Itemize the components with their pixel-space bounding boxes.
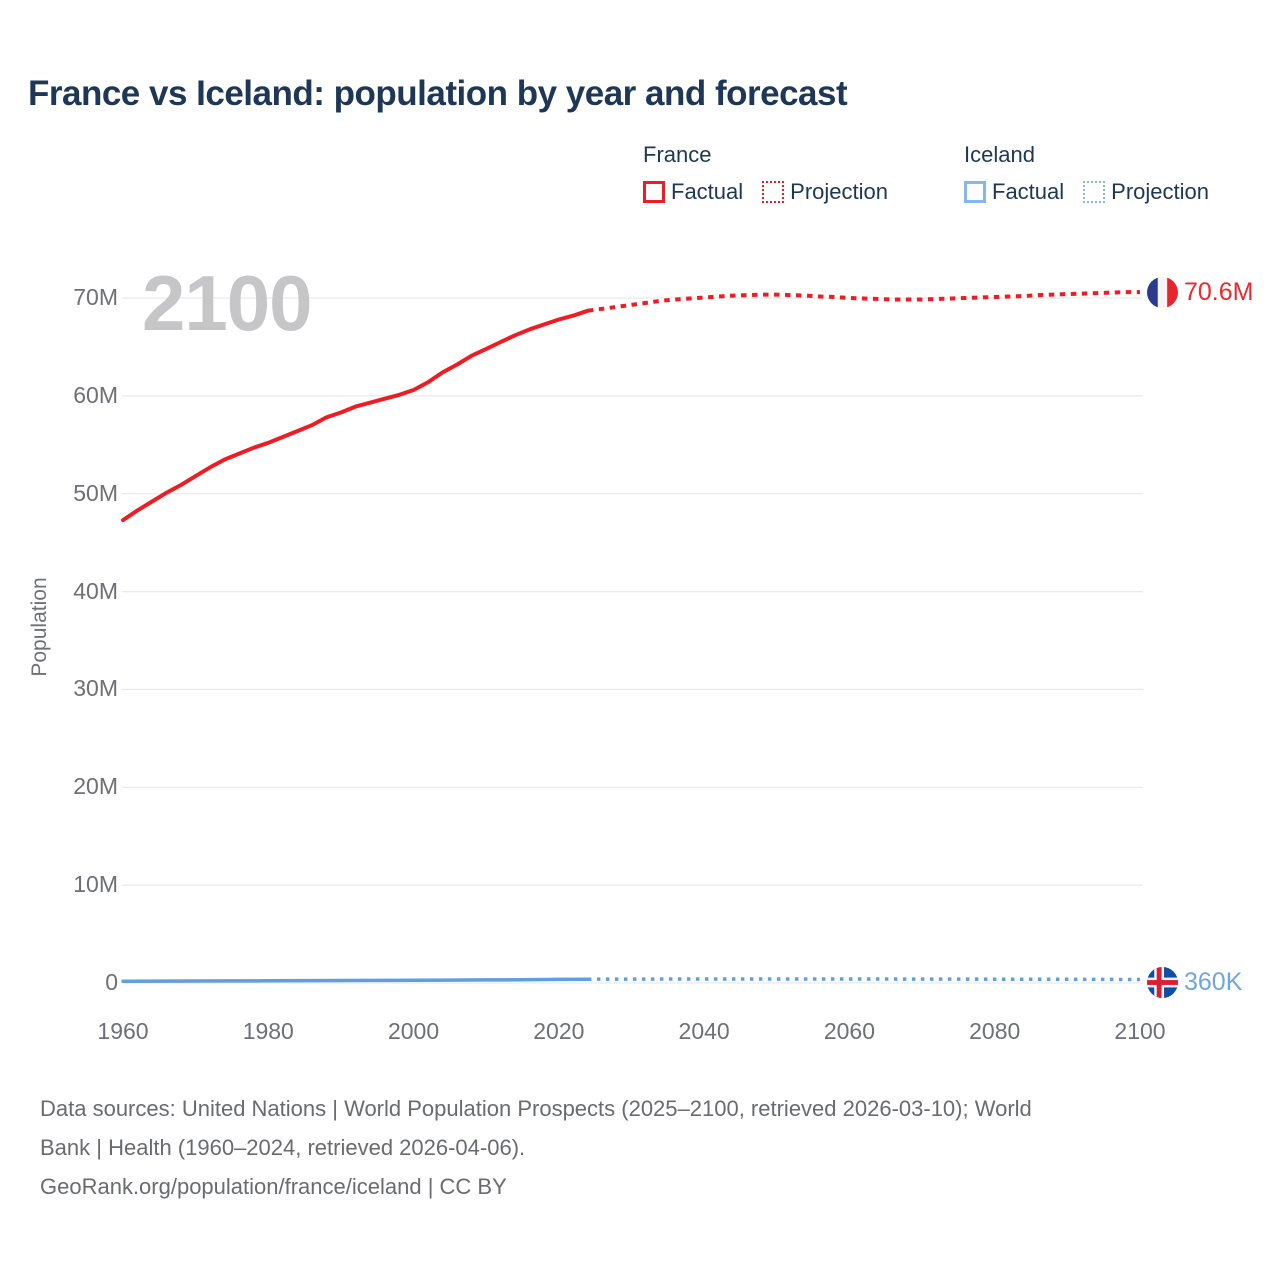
series-france-factual (121, 308, 590, 523)
series-france-projection (587, 290, 1140, 313)
x-tick-label: 2080 (969, 1018, 1021, 1044)
data-sources-line-1: Data sources: United Nations | World Pop… (40, 1096, 1032, 1121)
y-tick-label: 50M (73, 479, 118, 506)
x-tick-label: 2020 (533, 1018, 585, 1044)
series-iceland-projection (587, 977, 1141, 982)
x-tick-label: 2040 (678, 1018, 730, 1044)
legend-item-france-factual: Factual (643, 179, 743, 205)
france-end-label: 70.6M (1147, 277, 1253, 308)
legend-row-france: Factual Projection (643, 179, 888, 205)
year-watermark: 2100 (142, 259, 313, 347)
legend-header-iceland: Iceland (964, 142, 1035, 167)
iceland-end-value: 360K (1184, 968, 1243, 996)
france-projection-swatch-icon (762, 181, 785, 203)
france-end-value: 70.6M (1184, 278, 1254, 306)
data-sources-line-2: Bank | Health (1960–2024, retrieved 2026… (40, 1135, 526, 1160)
y-tick-label: 30M (73, 675, 118, 702)
iceland-flag-icon (1147, 967, 1178, 998)
legend-item-france-projection: Projection (762, 179, 888, 205)
series-iceland-factual (121, 977, 590, 984)
y-tick-label: 20M (73, 773, 118, 800)
iceland-factual-swatch-icon (964, 181, 986, 203)
legend-header-france: France (643, 142, 712, 167)
x-tick-label: 2000 (387, 1018, 440, 1044)
legend-item-iceland-factual: Factual (964, 179, 1064, 205)
france-factual-swatch-icon (643, 181, 665, 203)
iceland-projection-swatch-icon (1083, 181, 1106, 203)
page-title: France vs Iceland: population by year an… (28, 74, 848, 113)
legend-label: Factual (671, 179, 744, 204)
x-tick-label: 2100 (1114, 1018, 1166, 1044)
legend-label: Projection (1111, 179, 1209, 204)
legend-group-france: France Factual Projection (643, 142, 888, 205)
legend-item-iceland-projection: Projection (1083, 179, 1209, 205)
y-tick-label: 60M (73, 381, 118, 408)
y-tick-label: 40M (73, 577, 118, 604)
legend-label: Factual (992, 179, 1065, 204)
y-tick-label: 70M (73, 284, 118, 310)
attribution-link: GeoRank.org/population/france/iceland | … (40, 1174, 507, 1199)
footer: Data sources: United Nations | World Pop… (40, 1089, 1240, 1206)
legend-group-iceland: Iceland Factual Projection (964, 142, 1209, 205)
iceland-end-label: 360K (1147, 967, 1242, 998)
x-tick-label: 1980 (242, 1018, 294, 1044)
france-flag-icon (1147, 277, 1178, 308)
legend-row-iceland: Factual Projection (964, 179, 1209, 205)
legend-label: Projection (790, 179, 888, 204)
y-tick-label: 10M (73, 871, 118, 898)
y-tick-label: 0 (105, 969, 118, 995)
x-tick-label: 2060 (823, 1018, 875, 1044)
x-tick-label: 1960 (97, 1018, 149, 1044)
